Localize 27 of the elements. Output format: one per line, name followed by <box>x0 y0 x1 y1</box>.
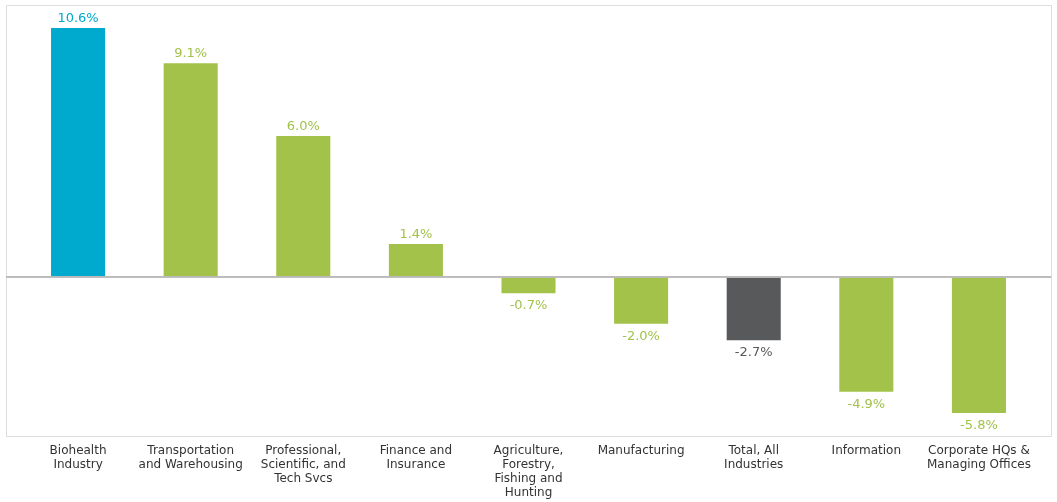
bar <box>726 276 781 341</box>
x-tick-label: Biohealth Industry <box>49 442 107 471</box>
data-label: -2.0% <box>622 327 660 343</box>
data-label: -0.7% <box>509 297 548 313</box>
bar <box>501 276 556 294</box>
data-label: 9.1% <box>174 45 208 61</box>
x-tick-label: Professional, Scientific, and Tech Svcs <box>260 442 346 485</box>
bar <box>51 28 106 277</box>
bar <box>388 243 443 277</box>
x-tick-label: Agriculture, Forestry, Fishing and Hunting <box>493 442 564 499</box>
bar <box>276 136 331 277</box>
bar <box>839 276 894 392</box>
x-tick-label: Finance and Insurance <box>379 442 453 471</box>
bar <box>614 276 669 324</box>
x-tick-label: Total, All Industries <box>724 442 784 471</box>
data-label: 1.4% <box>399 225 433 241</box>
data-label: 6.0% <box>286 118 320 134</box>
bar <box>163 63 218 277</box>
x-tick-label: Information <box>831 442 902 457</box>
data-label: -4.9% <box>847 395 886 411</box>
x-tick-label: Transportation and Warehousing <box>138 442 243 471</box>
data-label: 10.6% <box>57 10 99 26</box>
bar <box>951 276 1006 413</box>
x-tick-label: Corporate HQs & Managing Offices <box>926 442 1031 471</box>
x-tick-label: Manufacturing <box>597 442 685 457</box>
data-label: -5.8% <box>960 416 998 432</box>
data-label: -2.7% <box>734 344 773 360</box>
